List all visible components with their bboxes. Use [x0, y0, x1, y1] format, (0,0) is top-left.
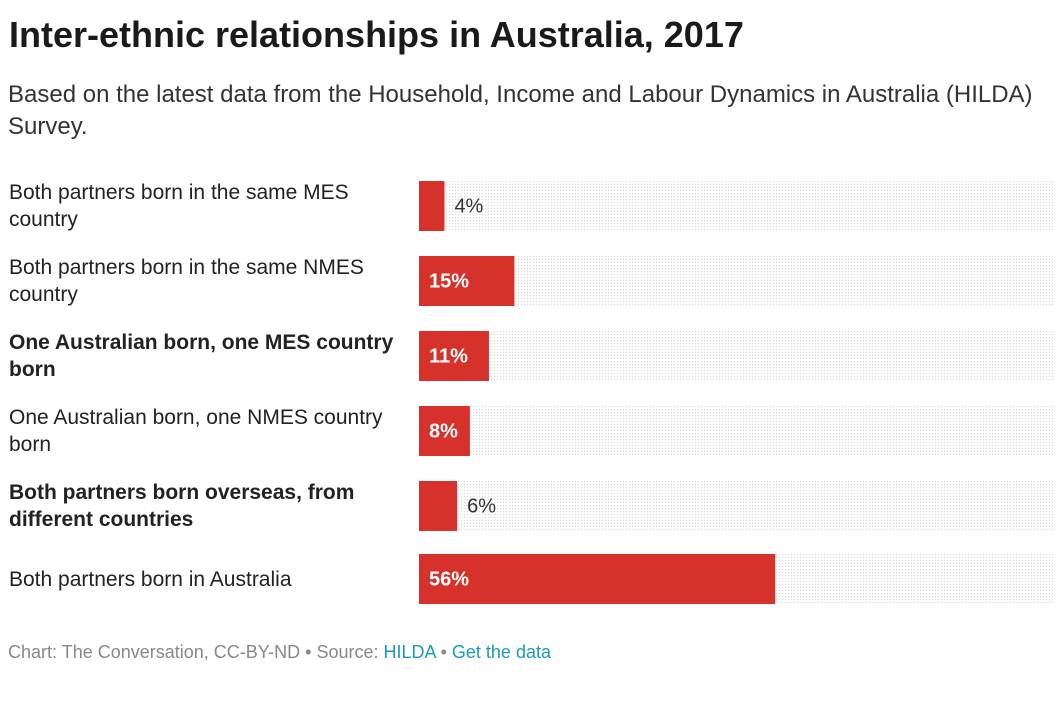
bar-track — [419, 256, 1055, 306]
bar-area: 56% — [419, 554, 1055, 604]
category-label: Both partners born in the same NMES coun… — [9, 256, 364, 306]
footer: Chart: The Conversation, CC-BY-ND • Sour… — [8, 642, 551, 663]
category-label: One Australian born, one MES country bor… — [9, 331, 394, 381]
bar-row: One Australian born, one MES country bor… — [9, 329, 1056, 383]
bar-area: 6% — [419, 481, 1055, 531]
value-label: 15% — [429, 270, 469, 292]
bar — [419, 256, 515, 306]
separator: • — [440, 642, 447, 662]
data-link[interactable]: Get the data — [451, 642, 551, 662]
category-label: One Australian born, one NMES country bo… — [9, 406, 383, 456]
bar-area: 4% — [419, 181, 1055, 231]
value-label: 11% — [429, 345, 468, 367]
value-label: 8% — [429, 420, 458, 442]
bar — [419, 554, 776, 604]
source-label: Source: — [316, 642, 379, 662]
value-label: 6% — [467, 495, 496, 517]
bar-track — [419, 481, 1055, 531]
value-label: 4% — [454, 195, 483, 217]
bar-area: 8% — [419, 406, 1055, 456]
category-label: Both partners born in the same MES count… — [9, 181, 349, 231]
source-link[interactable]: HILDA — [383, 642, 436, 662]
chart-title: Inter-ethnic relationships in Australia,… — [9, 14, 744, 55]
bar — [419, 406, 470, 456]
bar-area: 15% — [419, 256, 1055, 306]
bar — [419, 331, 489, 381]
bar-row: Both partners born overseas, from differ… — [9, 479, 1056, 533]
bar-row: One Australian born, one NMES country bo… — [9, 404, 1056, 458]
bar-row: Both partners born in the same NMES coun… — [9, 254, 1056, 308]
bar-rows: Both partners born in the same MES count… — [9, 179, 1056, 625]
bar — [419, 181, 445, 231]
bar-row: Both partners born in Australia 56% — [9, 554, 1056, 604]
bar-track — [419, 331, 1055, 381]
bar-track — [419, 406, 1055, 456]
chart-subtitle: Based on the latest data from the Househ… — [8, 81, 1033, 140]
bar — [419, 481, 458, 531]
category-label: Both partners born overseas, from differ… — [9, 481, 355, 531]
bar-area: 11% — [419, 331, 1055, 381]
category-label: Both partners born in Australia — [9, 567, 292, 591]
separator: • — [305, 642, 312, 662]
bar-row: Both partners born in the same MES count… — [9, 179, 1056, 233]
bar-track — [419, 181, 1055, 231]
credit: Chart: The Conversation, CC-BY-ND — [8, 642, 301, 662]
value-label: 56% — [429, 568, 469, 590]
